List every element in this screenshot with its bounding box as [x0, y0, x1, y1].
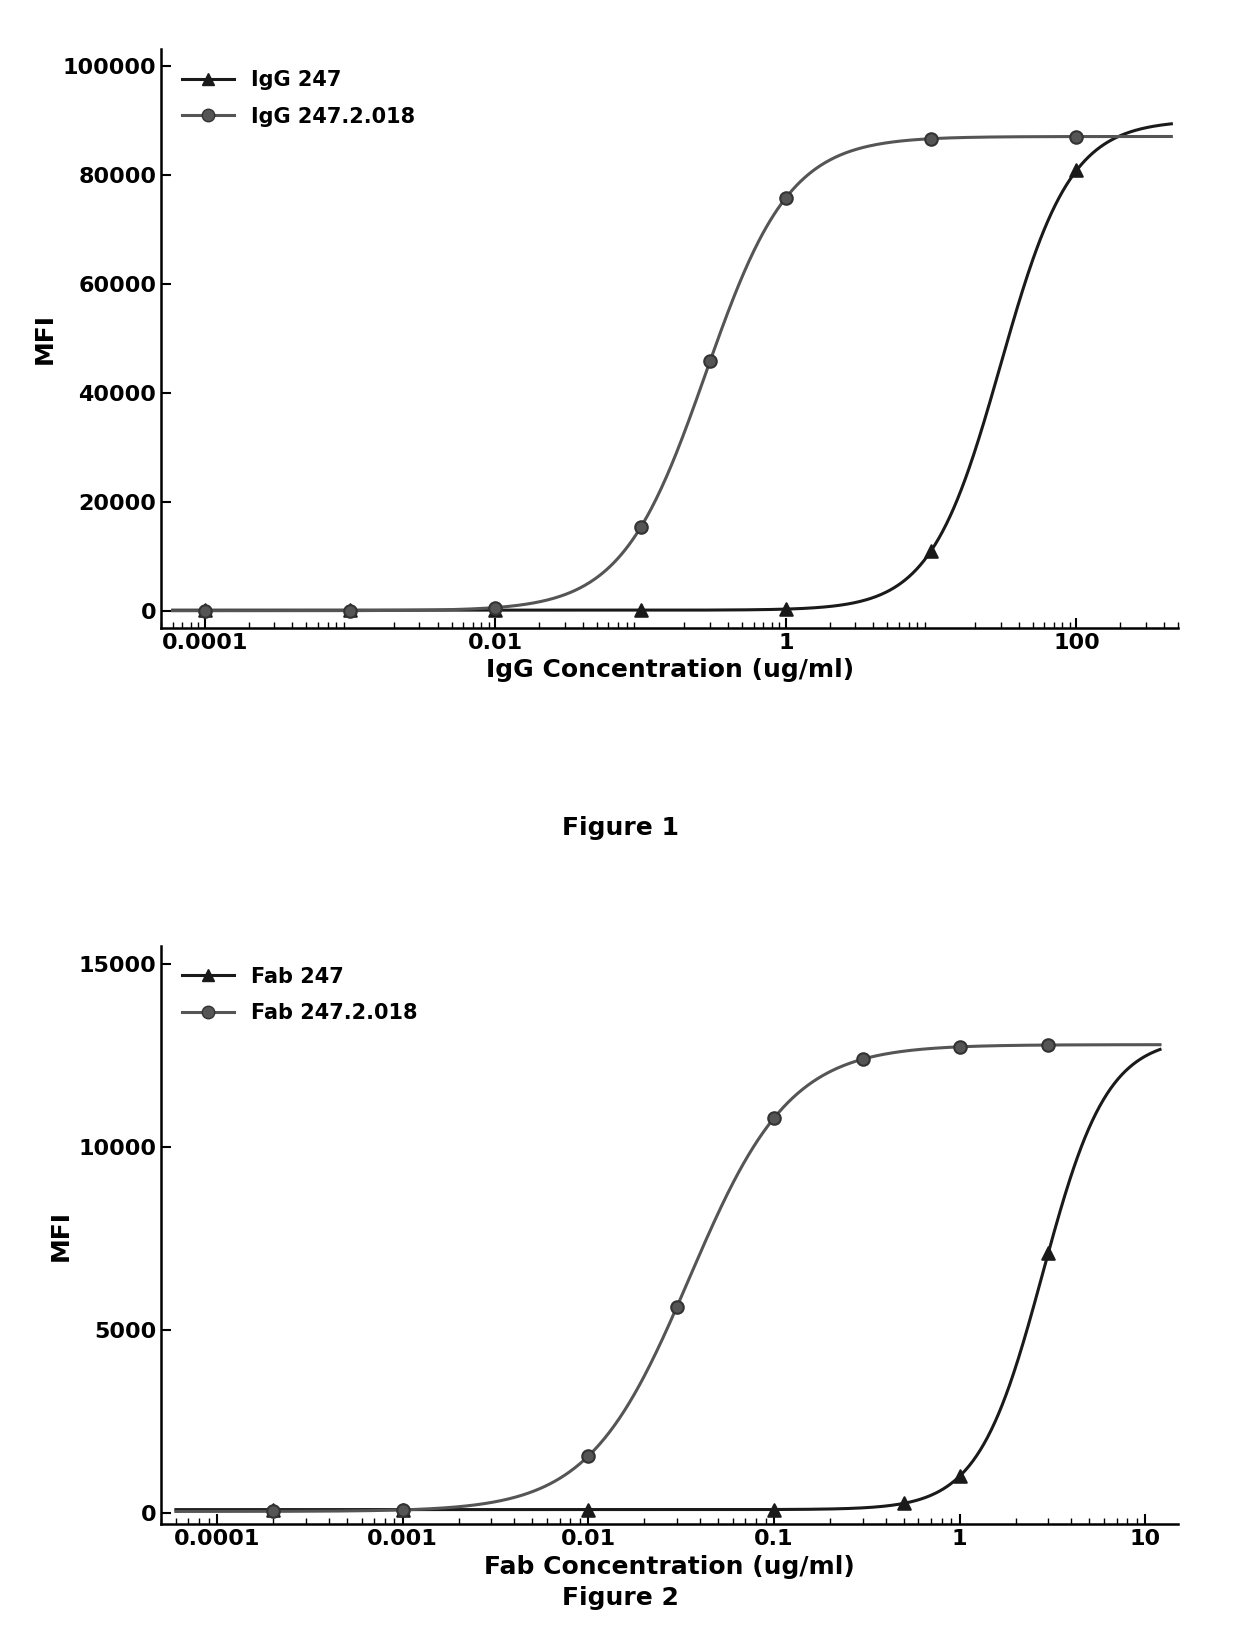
Point: [894, 1490, 914, 1516]
Point: [667, 1293, 687, 1319]
Legend: IgG 247, IgG 247.2.018: IgG 247, IgG 247.2.018: [171, 59, 425, 138]
Point: [340, 598, 360, 624]
Point: [950, 1034, 970, 1060]
Point: [764, 1105, 784, 1131]
Point: [393, 1496, 413, 1523]
Y-axis label: MFI: MFI: [33, 313, 57, 364]
Point: [631, 515, 651, 541]
Legend: Fab 247, Fab 247.2.018: Fab 247, Fab 247.2.018: [171, 956, 428, 1034]
Point: [263, 1498, 283, 1524]
Point: [631, 597, 651, 623]
Point: [1038, 1033, 1058, 1059]
Point: [776, 185, 796, 211]
Point: [263, 1496, 283, 1523]
Point: [195, 597, 215, 623]
X-axis label: Fab Concentration (ug/ml): Fab Concentration (ug/ml): [485, 1555, 854, 1578]
Point: [950, 1464, 970, 1490]
Point: [921, 126, 941, 152]
Point: [486, 597, 506, 623]
Point: [764, 1496, 784, 1523]
Point: [1066, 123, 1086, 149]
Point: [340, 597, 360, 623]
Point: [701, 347, 720, 374]
Point: [393, 1496, 413, 1523]
Text: Figure 2: Figure 2: [562, 1587, 678, 1609]
X-axis label: IgG Concentration (ug/ml): IgG Concentration (ug/ml): [486, 657, 853, 682]
Point: [853, 1046, 873, 1072]
Point: [776, 597, 796, 623]
Point: [486, 595, 506, 621]
Point: [921, 538, 941, 564]
Point: [578, 1442, 598, 1469]
Point: [578, 1496, 598, 1523]
Text: Figure 1: Figure 1: [562, 816, 678, 839]
Point: [1066, 157, 1086, 184]
Y-axis label: MFI: MFI: [48, 1210, 73, 1260]
Point: [1038, 1241, 1058, 1267]
Point: [195, 598, 215, 624]
